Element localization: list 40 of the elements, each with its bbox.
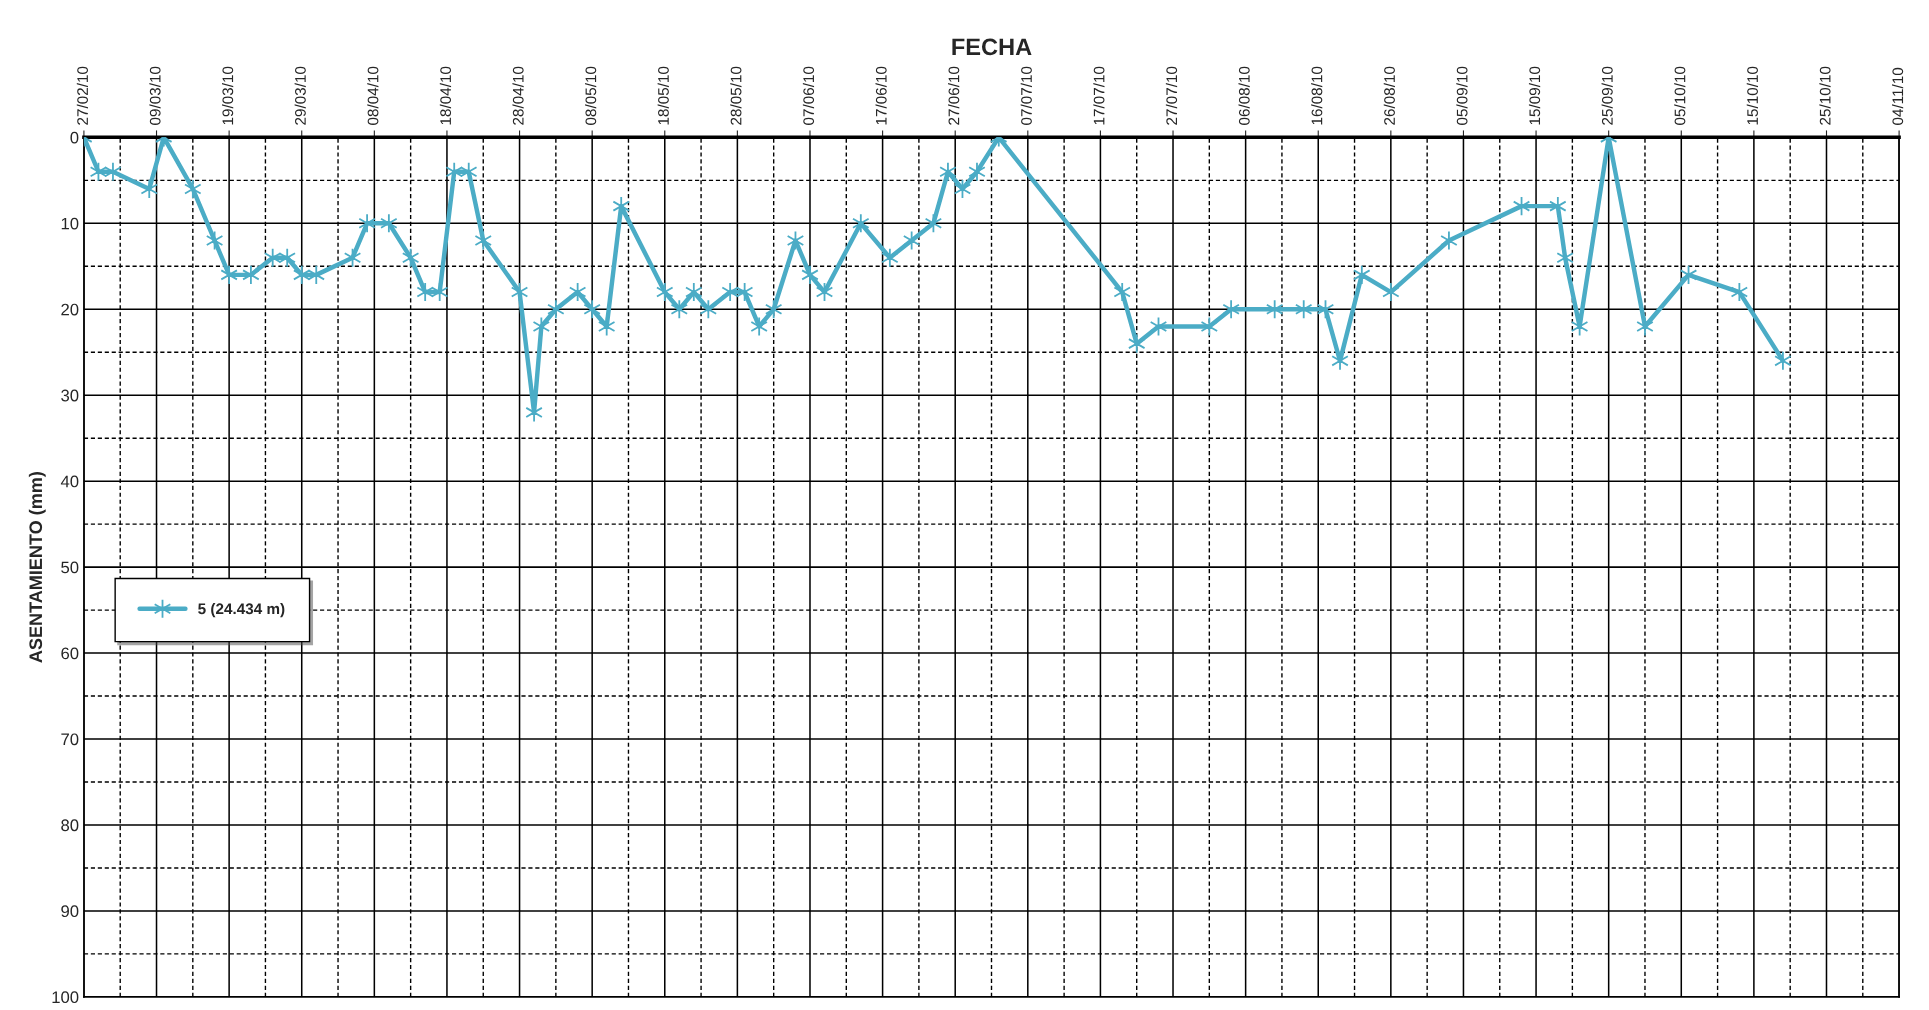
y-tick-label: 100 xyxy=(52,991,79,1004)
y-tick-label: 0 xyxy=(70,131,79,144)
y-tick-label: 40 xyxy=(60,475,79,488)
y-tick-label: 20 xyxy=(61,303,79,316)
y-tick-label: 60 xyxy=(61,647,79,660)
x-tick-label: 27/07/10 xyxy=(1165,66,1178,125)
x-tick-label: 27/06/10 xyxy=(948,66,960,125)
y-tick-label: 30 xyxy=(61,389,79,402)
x-tick-label: 17/06/10 xyxy=(875,66,887,125)
y-tick-label: 80 xyxy=(61,819,79,832)
x-axis-title: FECHA xyxy=(952,38,1032,56)
x-tick-label: 05/09/10 xyxy=(1456,66,1468,125)
x-tick-label: 06/08/10 xyxy=(1238,66,1250,125)
x-tick-label: 29/03/10 xyxy=(294,66,306,125)
legend-label: 5 (24.434 m) xyxy=(198,602,285,618)
x-tick-label: 26/08/10 xyxy=(1383,66,1395,125)
x-tick-label: 07/07/10 xyxy=(1020,66,1032,125)
y-tick-label: 50 xyxy=(61,561,79,574)
x-tick-label: 08/04/10 xyxy=(367,66,379,125)
x-tick-label: 17/07/10 xyxy=(1093,66,1105,125)
y-axis-title: ASENTAMIENTO (mm) xyxy=(28,472,46,663)
x-tick-label: 25/09/10 xyxy=(1601,66,1613,125)
x-tick-label: 07/06/10 xyxy=(802,66,815,125)
y-tick-label: 10 xyxy=(61,217,79,230)
x-tick-label: 25/10/10 xyxy=(1819,66,1831,125)
x-tick-label: 18/05/10 xyxy=(657,66,669,125)
x-tick-label: 15/10/10 xyxy=(1746,66,1758,125)
x-tick-label: 09/03/10 xyxy=(149,66,161,125)
x-tick-label: 08/05/10 xyxy=(585,66,597,125)
x-tick-label: 15/09/10 xyxy=(1528,66,1541,125)
x-tick-label: 28/05/10 xyxy=(730,66,742,125)
x-tick-label: 27/02/10 xyxy=(76,66,89,125)
x-tick-label: 28/04/10 xyxy=(512,66,524,125)
y-tick-label: 70 xyxy=(61,733,79,746)
x-tick-label: 18/04/10 xyxy=(439,66,452,125)
x-tick-label: 05/10/10 xyxy=(1674,66,1686,125)
x-tick-label: 04/11/10 xyxy=(1891,67,1904,125)
x-tick-label: 19/03/10 xyxy=(222,66,234,125)
y-tick-label: 90 xyxy=(61,905,79,918)
x-tick-label: 16/08/10 xyxy=(1311,66,1323,125)
